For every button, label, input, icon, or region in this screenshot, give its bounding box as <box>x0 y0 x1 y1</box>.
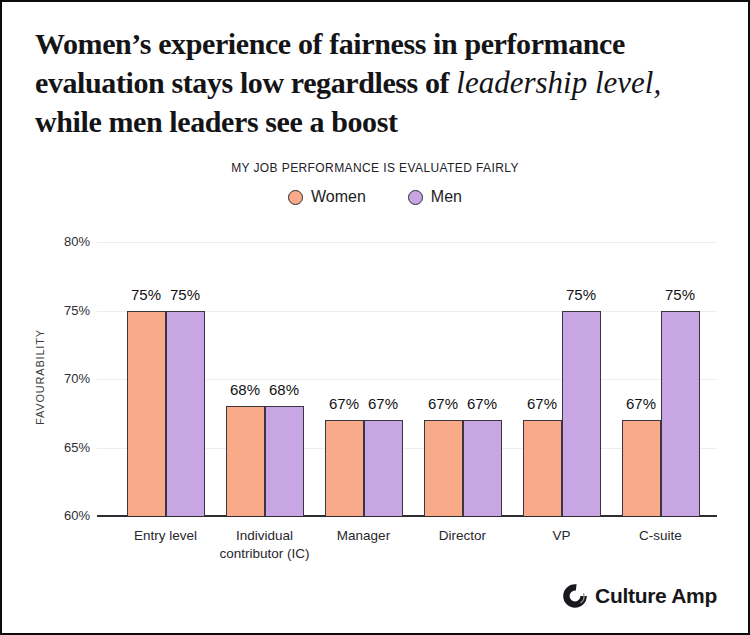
bar-men-5 <box>661 311 700 517</box>
value-label-men-3: 67% <box>453 395 512 412</box>
bar-men-3 <box>463 420 502 516</box>
bar-women-2 <box>325 420 364 516</box>
bar-men-4 <box>562 311 601 517</box>
value-label-men-0: 75% <box>156 286 215 303</box>
y-tick-label-70: 70% <box>40 371 90 386</box>
y-tick-label-65: 65% <box>40 440 90 455</box>
gridline-80 <box>97 242 717 243</box>
bar-chart-plot-area: 80%75%70%65%60%FAVOURABILITY75%75%Entry … <box>2 2 750 635</box>
infographic: Women’s experience of fairness in perfor… <box>0 0 750 635</box>
value-label-men-4: 75% <box>552 286 611 303</box>
bar-women-0 <box>127 311 166 517</box>
value-label-men-1: 68% <box>255 381 314 398</box>
bar-women-5 <box>622 420 661 516</box>
bar-men-0 <box>166 311 205 517</box>
bar-women-4 <box>523 420 562 516</box>
y-axis-title: FAVOURABILITY <box>34 317 46 437</box>
bar-women-3 <box>424 420 463 516</box>
culture-amp-mark-icon <box>562 583 588 609</box>
brand-name: Culture Amp <box>595 584 717 608</box>
y-tick-label-60: 60% <box>40 508 90 523</box>
y-tick-label-75: 75% <box>40 303 90 318</box>
brand-logo: Culture Amp <box>562 583 717 609</box>
value-label-men-2: 67% <box>354 395 413 412</box>
category-label-5: C-suite <box>599 527 723 545</box>
bar-men-2 <box>364 420 403 516</box>
bar-men-1 <box>265 406 304 516</box>
bar-women-1 <box>226 406 265 516</box>
value-label-men-5: 75% <box>651 286 710 303</box>
y-tick-label-80: 80% <box>40 234 90 249</box>
